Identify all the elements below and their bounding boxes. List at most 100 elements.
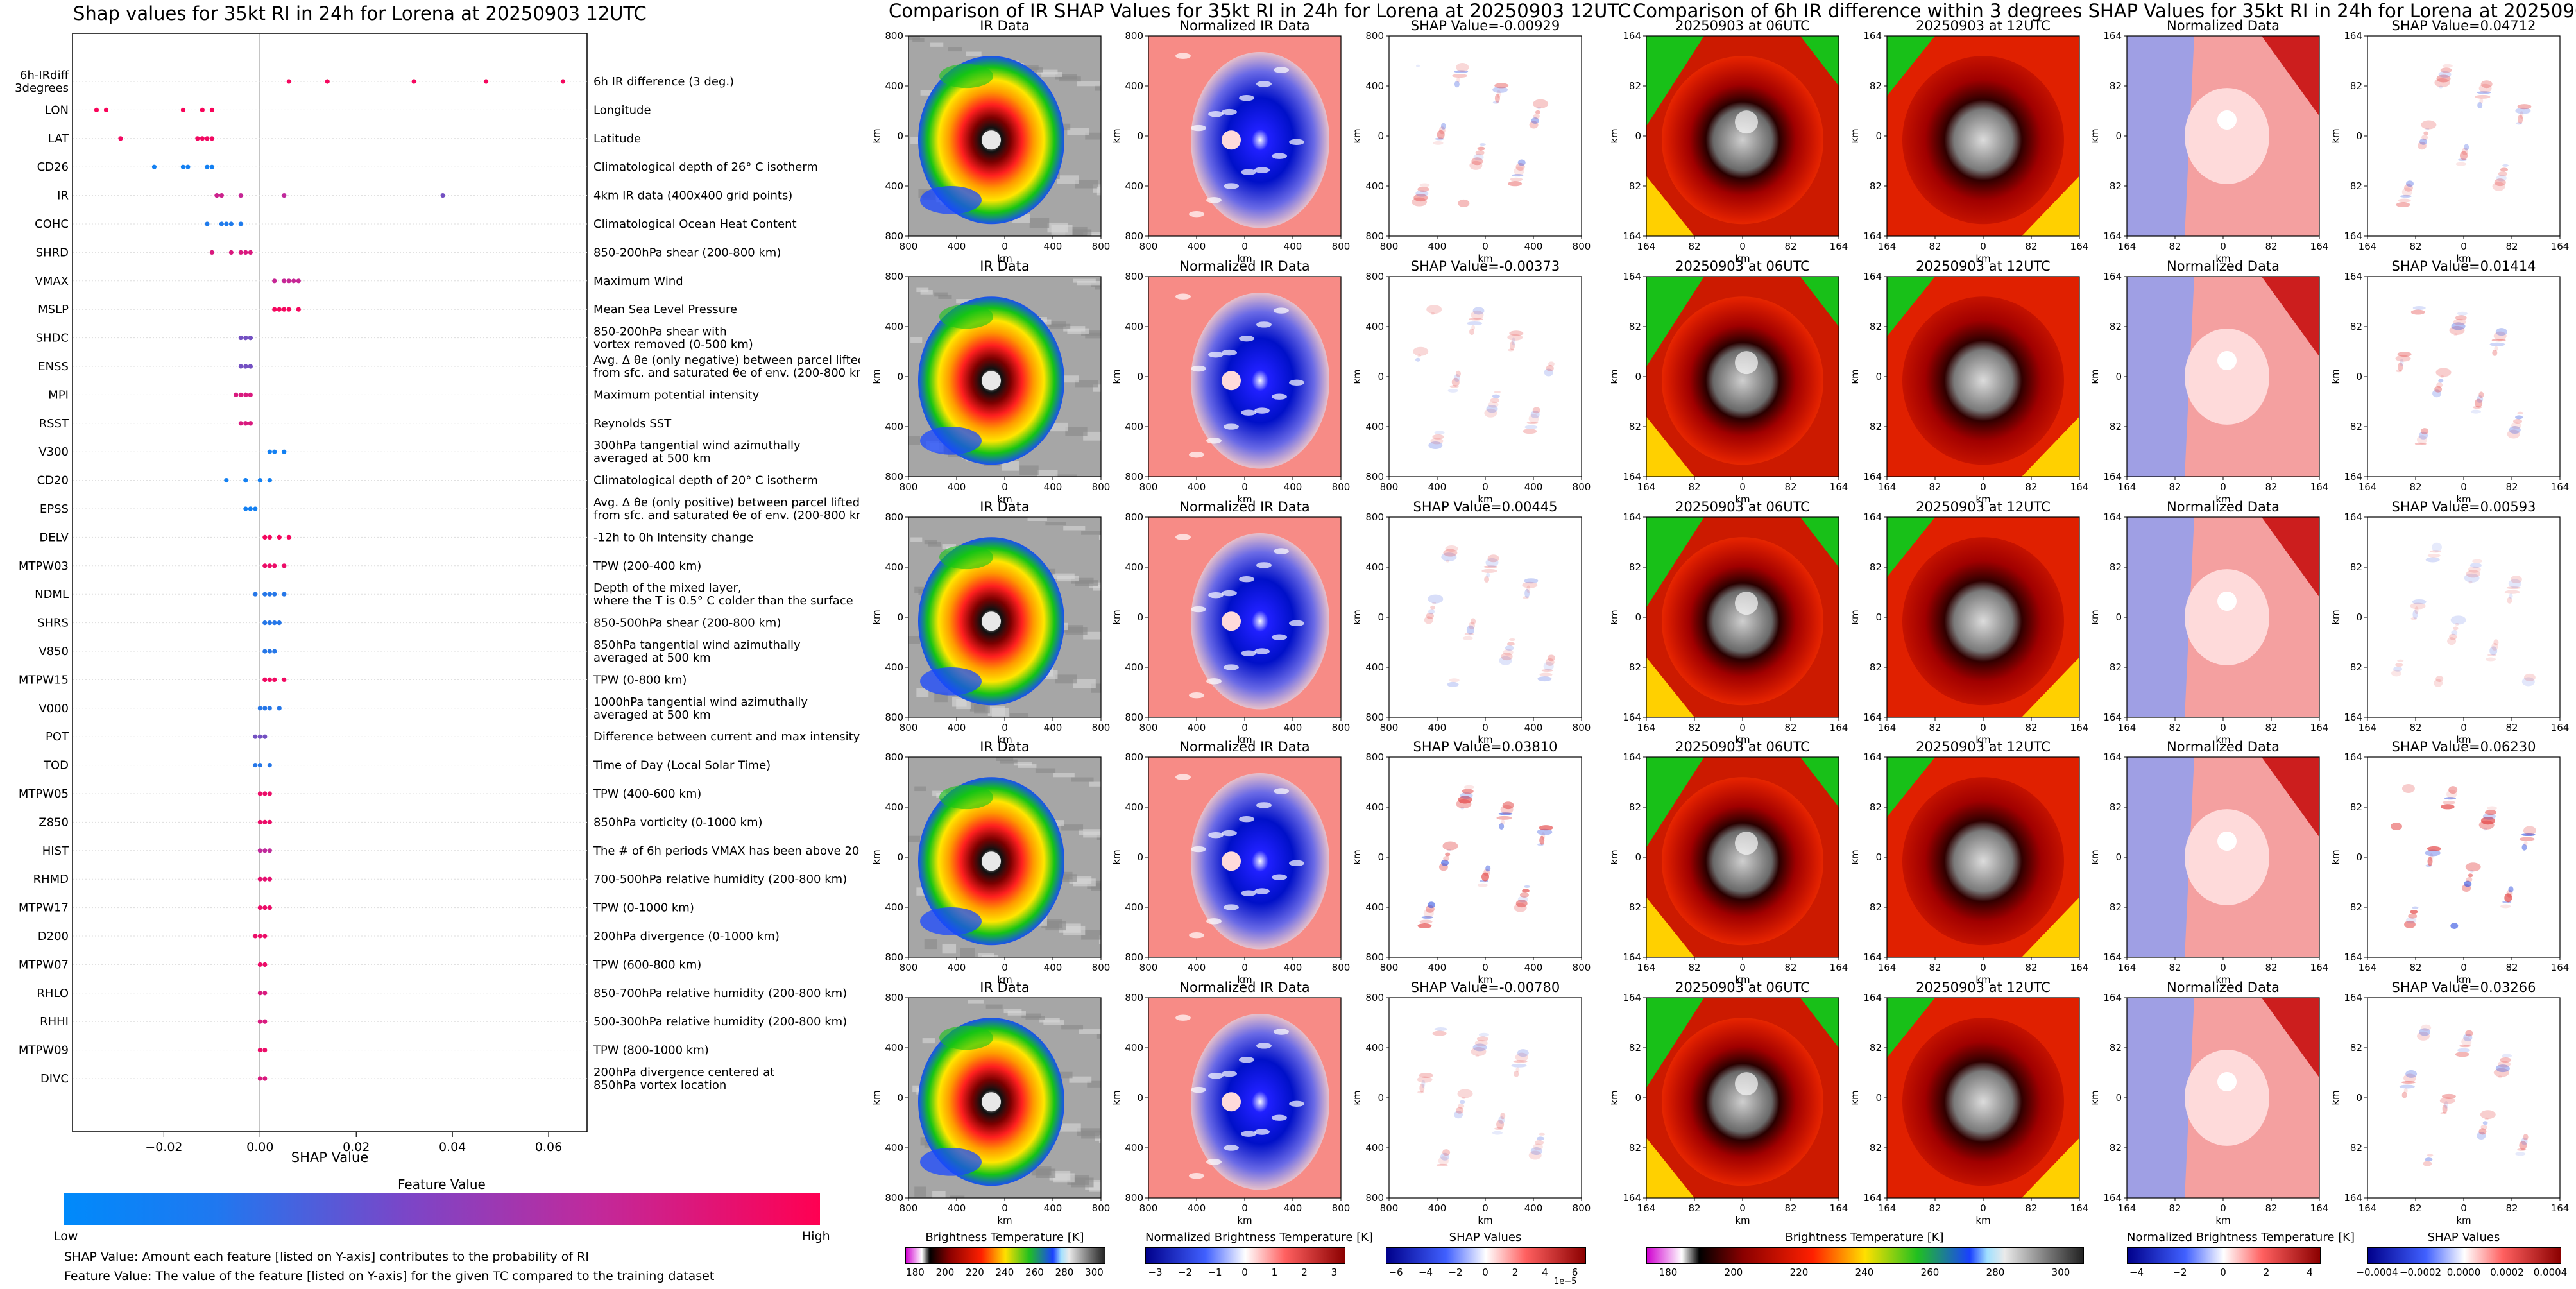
x-tick-label: 800 xyxy=(1092,241,1111,252)
y-tick-label: 0 xyxy=(1378,1092,1384,1104)
y-tick-label: 164 xyxy=(1863,992,1882,1003)
y-tick-label: 164 xyxy=(1863,30,1882,42)
shap-point xyxy=(228,221,234,226)
feature-label: Z850 xyxy=(38,815,69,829)
y-tick-label: 400 xyxy=(1365,180,1384,192)
feature-description: -12h to 0h Intensity change xyxy=(593,531,753,544)
shap-point xyxy=(248,364,253,369)
x-tick-label: 800 xyxy=(1380,722,1399,733)
y-axis-label: km xyxy=(873,1090,882,1105)
colorbar-tick: 300 xyxy=(1085,1267,1104,1278)
feature-label: TOD xyxy=(43,759,69,773)
y-tick-label: 0 xyxy=(1137,1092,1143,1104)
feature-label: RHLO xyxy=(37,987,69,1000)
shap-point xyxy=(253,934,258,939)
x-tick-label: 164 xyxy=(2551,481,2570,493)
y-tick-label: 164 xyxy=(1863,1192,1882,1204)
x-tick-label: 82 xyxy=(1688,1202,1700,1214)
colorbar-title: Feature Value xyxy=(398,1177,486,1192)
colorbar-tick: 180 xyxy=(1659,1267,1678,1278)
y-tick-label: 82 xyxy=(2350,321,2362,332)
colorbar-exponent: 1e−5 xyxy=(1554,1277,1577,1286)
y-tick-label: 800 xyxy=(1365,511,1384,523)
colorbar-tick: 4 xyxy=(1542,1267,1548,1278)
x-tick-label: 164 xyxy=(2070,1202,2089,1214)
ir-comparison-title: Comparison of IR SHAP Values for 35kt RI… xyxy=(889,0,1631,22)
shap-point xyxy=(267,905,272,910)
x-tick-label: 0 xyxy=(1980,481,1986,493)
y-tick-label: 800 xyxy=(885,952,903,963)
y-tick-label: 0 xyxy=(897,851,903,863)
diff-shap-panel: SHAP Value=0.06230 164 82 0 82 164 164 82 0 82 164… xyxy=(2332,739,2570,986)
x-tick-label: 800 xyxy=(1139,481,1158,493)
x-tick-label: 400 xyxy=(1044,241,1062,252)
feature-label: V000 xyxy=(38,702,69,715)
y-tick-label: 400 xyxy=(1365,1042,1384,1054)
panel-title: SHAP Value=-0.00929 xyxy=(1410,18,1560,33)
y-tick-label: 82 xyxy=(1629,80,1641,92)
colorbar-tick: 4 xyxy=(2307,1267,2313,1278)
panel-title: Normalized Data xyxy=(2167,259,2280,274)
shap-point xyxy=(205,136,210,141)
y-tick-label: 400 xyxy=(885,1042,903,1054)
x-tick-label: 164 xyxy=(1878,481,1897,493)
panel-image xyxy=(2367,277,2560,477)
panel-title: Normalized IR Data xyxy=(1179,18,1310,33)
y-tick-label: 0 xyxy=(1378,851,1384,863)
panel-title: SHAP Value=0.00593 xyxy=(2391,499,2536,515)
panel-title: Normalized IR Data xyxy=(1179,739,1310,755)
ir-06utc-panel: 20250903 at 06UTC 164 82 0 82 164 164 82 0 82 164 k… xyxy=(1611,259,1848,505)
y-tick-label: 164 xyxy=(1623,751,1641,763)
y-tick-label: 82 xyxy=(1629,901,1641,913)
shap-point xyxy=(94,107,99,112)
feature-description: TPW (0-1000 km) xyxy=(593,901,694,915)
panel-image xyxy=(1887,36,2079,236)
x-tick-label: 82 xyxy=(1784,722,1796,733)
y-axis-label: km xyxy=(1852,1090,1861,1105)
colorbar-tick: 260 xyxy=(1025,1267,1044,1278)
y-tick-label: 400 xyxy=(1125,321,1143,332)
feature-label: V300 xyxy=(38,445,69,459)
feature-label: D200 xyxy=(38,930,69,943)
x-axis-label: km xyxy=(2456,253,2471,264)
ir-12utc-panel: 20250903 at 12UTC 164 82 0 82 164 164 82 0 82 164 k… xyxy=(1852,739,2089,986)
panel-image xyxy=(1887,277,2079,477)
x-tick-label: 164 xyxy=(1878,722,1897,733)
feature-label: VMAX xyxy=(35,275,69,288)
shap-point xyxy=(253,734,258,739)
y-tick-label: 0 xyxy=(1635,130,1641,142)
y-tick-label: 800 xyxy=(1125,271,1143,282)
x-tick-label: 400 xyxy=(948,241,966,252)
y-tick-label: 82 xyxy=(1870,421,1882,432)
normalized-diff-panel: Normalized Data 164 82 0 82 164 164 82 0 82 164 km k… xyxy=(2092,739,2329,986)
y-tick-label: 82 xyxy=(2110,180,2122,192)
feature-label: IR xyxy=(57,189,69,203)
y-tick-label: 0 xyxy=(1137,611,1143,623)
x-tick-label: 800 xyxy=(1139,241,1158,252)
y-tick-label: 82 xyxy=(1629,662,1641,673)
y-tick-label: 0 xyxy=(1875,611,1882,623)
y-axis-label: km xyxy=(1611,849,1620,864)
colorbar-tick: 0 xyxy=(1241,1267,1248,1278)
shap-point xyxy=(272,278,277,284)
ir-diff-comparison-title: Comparison of 6h IR difference within 3 … xyxy=(1633,0,2576,22)
panel-title: 20250903 at 06UTC xyxy=(1675,18,1810,33)
shap-point xyxy=(180,107,185,112)
x-tick-label: 0 xyxy=(1739,962,1746,973)
shap-point xyxy=(257,706,262,711)
shap-point xyxy=(272,592,277,597)
y-tick-label: 400 xyxy=(1125,421,1143,432)
panel-image xyxy=(1646,277,1839,477)
x-tick-label: 800 xyxy=(1332,241,1351,252)
feature-description: 200hPa divergence (0-1000 km) xyxy=(593,930,780,943)
feature-description: TPW (200-400 km) xyxy=(593,559,701,573)
x-tick-label: 82 xyxy=(2265,1202,2277,1214)
y-tick-label: 800 xyxy=(885,30,903,42)
shap-point xyxy=(253,763,258,768)
colorbar-label: Normalized Brightness Temperature [K] xyxy=(1145,1231,1373,1244)
panel-image xyxy=(2127,998,2319,1198)
ir-06utc-panel: 20250903 at 06UTC 164 82 0 82 164 164 82 0 82 164 k… xyxy=(1611,739,1848,986)
colorbar-tick: 0.0002 xyxy=(2490,1267,2524,1278)
shap-point xyxy=(219,221,224,226)
y-tick-label: 0 xyxy=(2356,130,2362,142)
